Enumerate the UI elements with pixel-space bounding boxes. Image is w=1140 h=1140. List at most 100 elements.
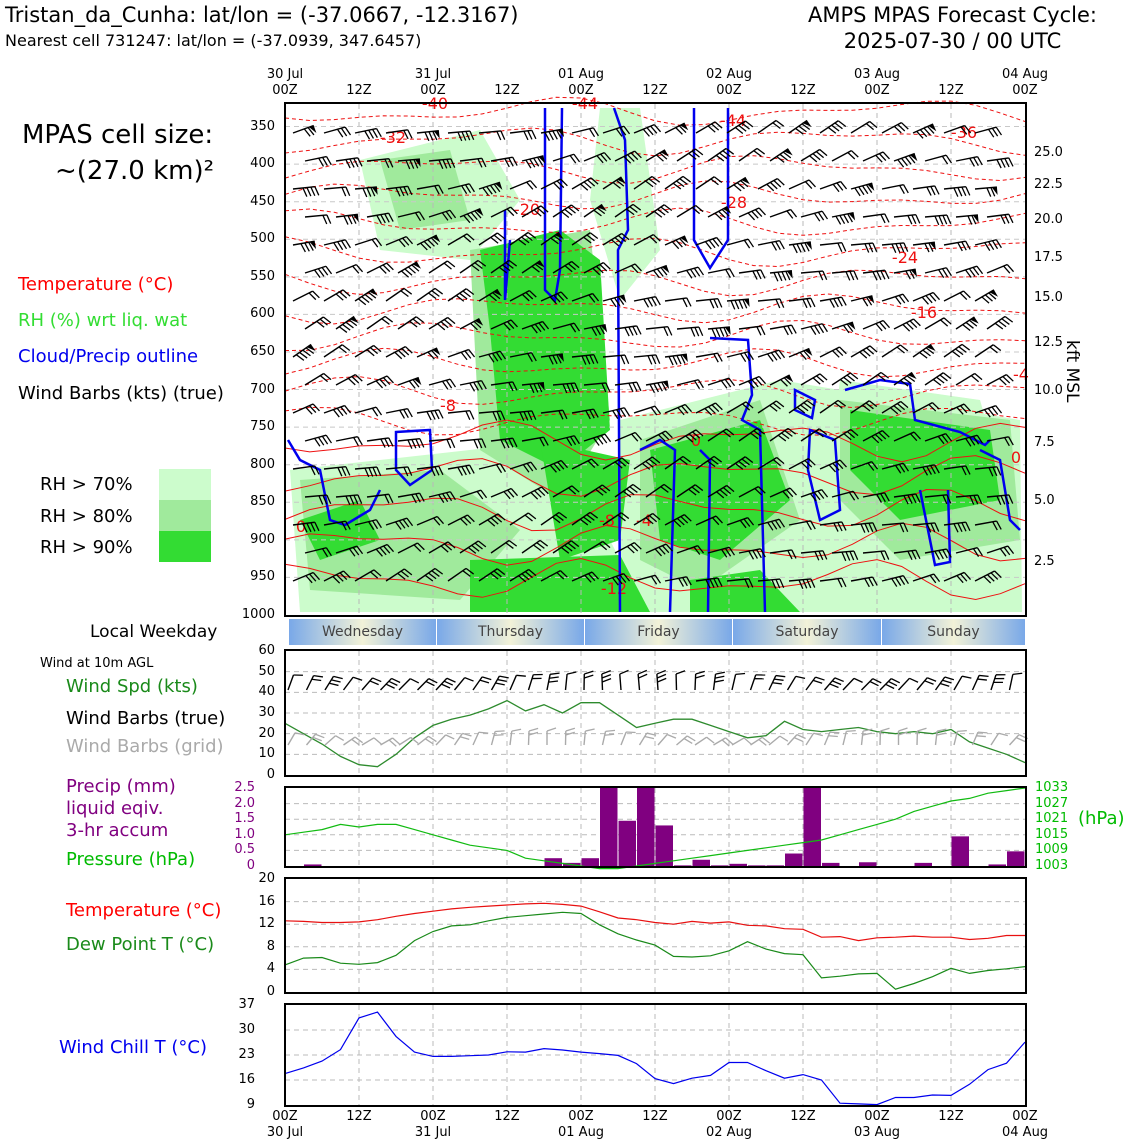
wind-barb-tick (403, 409, 409, 419)
wind-barb-grid-tick (478, 731, 489, 734)
wind-barb-true (786, 675, 797, 691)
wind-barb-grid (453, 733, 463, 746)
wind-barb-tick (880, 214, 886, 224)
temp-contour-dashed (284, 376, 1026, 409)
wind-barb-tick (397, 572, 406, 580)
top-hour-label: 00Z (272, 83, 298, 98)
wind-barb-tick (704, 408, 713, 416)
top-hour-label: 12Z (346, 83, 372, 98)
top-hour-label: 12Z (494, 83, 520, 98)
wind-barb-true (398, 678, 411, 691)
wind-barb-tick (726, 485, 735, 493)
pressure-line (284, 787, 1026, 870)
wind-barb-tick (810, 326, 817, 335)
wind-barb-true (749, 674, 757, 691)
wind-barb-tick (388, 212, 394, 222)
wind-barb-tick (580, 183, 589, 191)
wind-barb-tick (774, 519, 782, 529)
wind-barb-tick (868, 522, 874, 533)
wind-barb-tick (603, 152, 612, 161)
pressure-tick: 400 (250, 156, 275, 172)
wind-barb-tick (599, 325, 605, 335)
wind-barb-true-tick (924, 680, 934, 685)
wind-barb-tick (965, 465, 971, 475)
temp-panel-dew-label: Dew Point T (°C) (66, 934, 215, 955)
wind-barb-true-tick (815, 676, 825, 681)
wind-barb-flag (848, 212, 856, 221)
wind-barb-tick (738, 299, 744, 309)
wind-barb-tick (806, 399, 816, 407)
wind-barb-tick (371, 520, 379, 530)
wind-barb-tick (626, 208, 635, 216)
wind-barb-tick (697, 379, 704, 389)
wind-barb-flag (724, 326, 731, 335)
wind-barb-tick (490, 517, 499, 525)
top-day-label: 30 Jul (266, 67, 304, 82)
wind-barb-tick (821, 489, 829, 498)
wind-barb-tick (942, 549, 948, 559)
wind-barb-tick (447, 316, 456, 325)
wind-barb-tick (841, 577, 847, 588)
wind-barb-tick (323, 316, 332, 324)
wind-barb-tick (691, 150, 700, 158)
wind-barb-tick (407, 129, 413, 139)
wind-barb-tick (621, 457, 630, 465)
temp-contour-label: 0 (296, 517, 306, 536)
wind-barb-tick (940, 319, 949, 327)
precip-bar (655, 825, 673, 866)
wind-barb-true-tick (548, 680, 559, 683)
wind-barb-flag (785, 375, 794, 383)
wind-barb-tick (647, 297, 654, 307)
wind-barb-tick (775, 241, 781, 251)
wind-barb-tick (626, 545, 635, 554)
wind-ytick: 60 (258, 643, 275, 658)
wind-barb-tick (991, 127, 999, 137)
legend-wind-barbs: Wind Barbs (kts) (true) (18, 383, 224, 404)
wind-barb-flag (352, 214, 359, 223)
wind-barb-true-tick (410, 678, 420, 684)
wind-barb-tick (845, 271, 851, 281)
wind-barb-grid-tick (546, 727, 557, 732)
wind-barb-tick (679, 458, 688, 465)
wind-barb (478, 181, 501, 190)
wind-barb-tick (779, 153, 788, 161)
wind-barb-tick (450, 158, 456, 168)
wind-barb-grid-tick (626, 731, 636, 734)
wind-barb-tick (371, 239, 379, 248)
wind-barb-tick (864, 578, 870, 588)
wind-barb-true-tick (481, 676, 492, 681)
wind-barb-tick (552, 355, 558, 365)
wind-barb-tick (984, 294, 993, 302)
wind-barb-tick (874, 433, 883, 442)
kft-tick: 10.0 (1034, 383, 1063, 398)
wind-barb-tick (471, 544, 480, 552)
wind-barb-tick (491, 352, 499, 362)
wind-barb-true (417, 678, 430, 691)
wind-barb-tick (398, 520, 406, 529)
wind-barb-tick (375, 548, 383, 557)
wind-barb-true (731, 674, 737, 691)
wind-barb-tick (340, 240, 348, 250)
wind-barb-tick (549, 296, 558, 305)
wind-barb-tick (934, 464, 940, 474)
wind-barb-tick (428, 131, 434, 141)
wind-barb-tick (964, 269, 972, 278)
wind-barb-flag (538, 382, 545, 391)
wind-barb-tick (584, 574, 592, 583)
wind-barb-tick (361, 296, 370, 304)
wind-barb-tick (991, 240, 999, 250)
wind-barb-tick (972, 548, 980, 557)
wind-barb-tick (646, 127, 654, 136)
wind-barb-tick (529, 180, 538, 189)
forecast-cycle-title: AMPS MPAS Forecast Cycle: (808, 3, 1097, 27)
wind-barb-tick (750, 432, 759, 440)
temp-contour-solid (284, 419, 1026, 463)
wind-barb-true-tick (584, 670, 594, 675)
wind-barb-tick (530, 325, 538, 334)
precip-bar (304, 864, 322, 866)
wind-barb-tick (543, 436, 549, 446)
wind-barb-tick (770, 352, 778, 361)
wind-barb-tick (434, 410, 440, 420)
wind-barb-true (342, 676, 354, 691)
wind-barb-grid (731, 737, 745, 746)
